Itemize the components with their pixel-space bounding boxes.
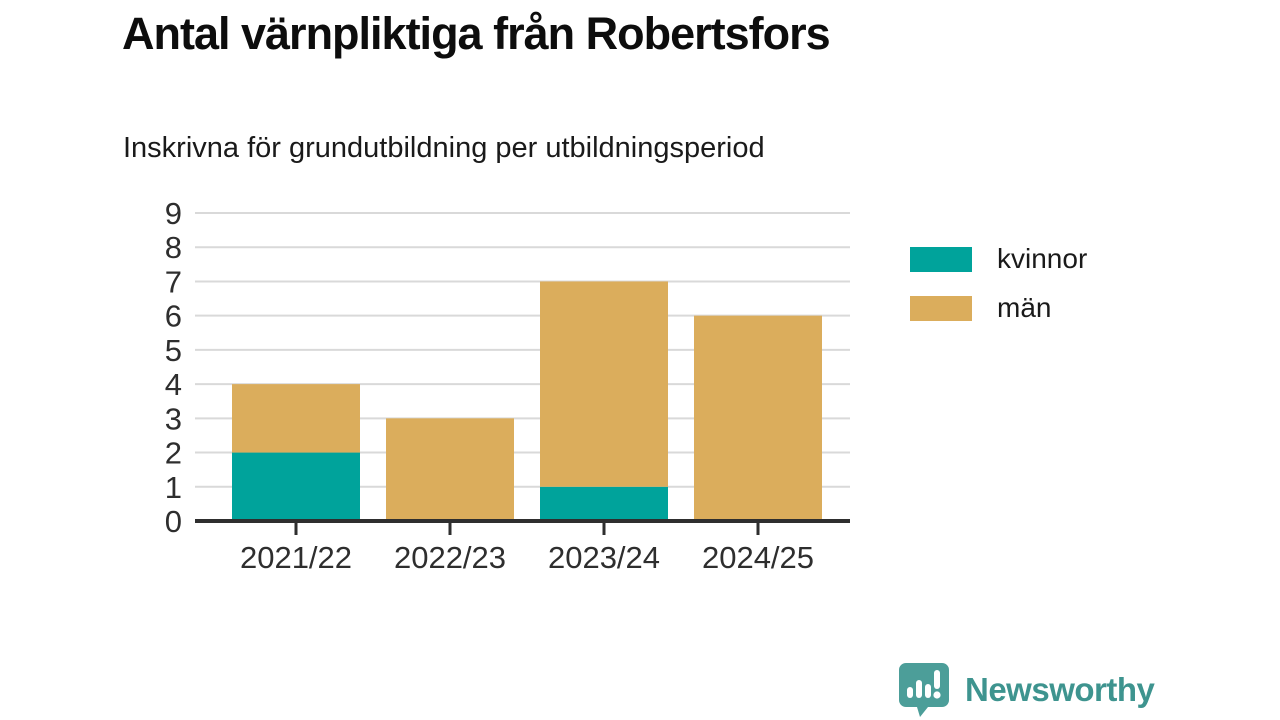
legend-label-man: män bbox=[997, 292, 1052, 323]
svg-text:9: 9 bbox=[165, 196, 182, 231]
legend-item-kvinnor: kvinnor bbox=[910, 245, 1087, 273]
svg-text:5: 5 bbox=[165, 333, 182, 368]
chart-subtitle: Inskrivna för grundutbildning per utbild… bbox=[123, 132, 765, 164]
brand-name: Newsworthy bbox=[965, 671, 1155, 708]
svg-text:6: 6 bbox=[165, 299, 182, 334]
brand-footer: Newsworthy bbox=[897, 661, 1155, 719]
legend-swatch-man bbox=[910, 295, 972, 321]
svg-text:1: 1 bbox=[165, 470, 182, 505]
svg-text:4: 4 bbox=[165, 367, 182, 402]
svg-text:2021/22: 2021/22 bbox=[240, 540, 352, 575]
svg-text:3: 3 bbox=[165, 401, 182, 436]
legend-label-kvinnor: kvinnor bbox=[997, 243, 1088, 274]
chart-title: Antal värnpliktiga från Robertsfors bbox=[122, 8, 831, 59]
legend-swatch-kvinnor bbox=[910, 246, 972, 272]
svg-text:7: 7 bbox=[165, 264, 182, 299]
legend: kvinnor män bbox=[910, 245, 1087, 322]
svg-text:2: 2 bbox=[165, 436, 182, 471]
svg-text:2024/25: 2024/25 bbox=[702, 540, 814, 575]
svg-text:8: 8 bbox=[165, 230, 182, 265]
svg-text:0: 0 bbox=[165, 504, 182, 539]
svg-text:2023/24: 2023/24 bbox=[548, 540, 660, 575]
legend-item-man: män bbox=[910, 294, 1087, 322]
svg-text:2022/23: 2022/23 bbox=[394, 540, 506, 575]
newsworthy-logo-icon bbox=[899, 663, 949, 717]
